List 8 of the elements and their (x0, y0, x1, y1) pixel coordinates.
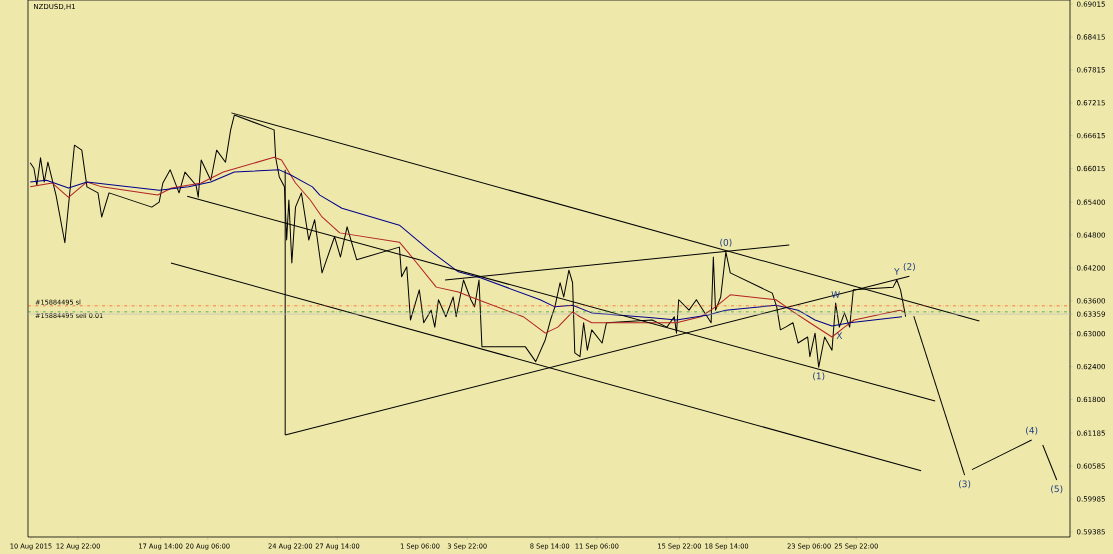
annotation: X (836, 332, 843, 339)
annotation: (0) (720, 238, 732, 247)
annotation: (1) (813, 372, 825, 381)
annotation: (2) (903, 262, 915, 271)
annotation: (5) (1051, 485, 1063, 494)
annotation: (3) (959, 480, 971, 489)
annotation: (4) (1026, 426, 1038, 435)
annotation: Y (894, 268, 900, 275)
